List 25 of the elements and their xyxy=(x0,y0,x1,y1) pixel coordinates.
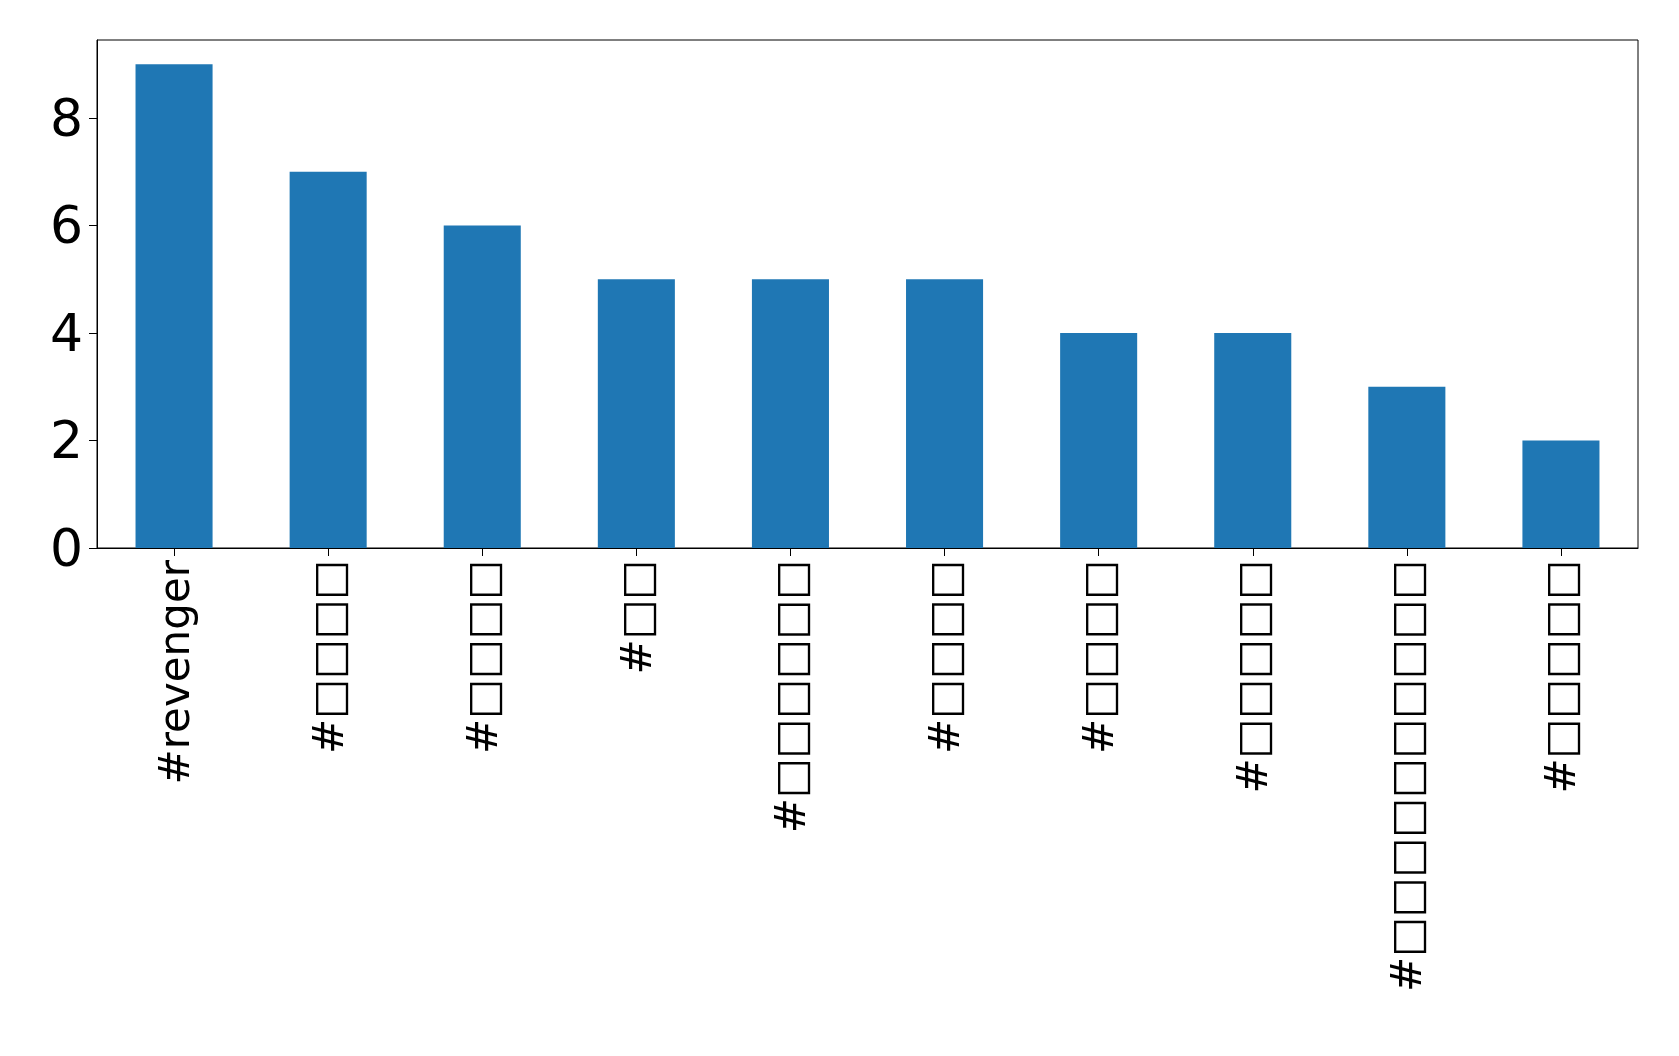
y-tick-label: 4 xyxy=(49,302,83,363)
x-tick-label: #□□□□ xyxy=(920,560,970,754)
bar xyxy=(597,279,675,548)
x-tick-label: #□□□□ xyxy=(1074,560,1124,754)
bar xyxy=(289,171,367,548)
bar xyxy=(751,279,829,548)
x-tick-label: #□□□□ xyxy=(457,560,507,754)
x-tick-label: #revenger xyxy=(149,559,199,785)
y-tick-label: 8 xyxy=(49,87,83,148)
x-tick-label: #□□□□ xyxy=(303,560,353,754)
y-tick-label: 2 xyxy=(49,410,83,471)
bar xyxy=(1522,440,1600,548)
x-tick-label: #□□□□□□□□□□ xyxy=(1382,560,1432,993)
x-tick-label: #□□□□□ xyxy=(1228,560,1278,794)
x-tick-label: #□□□□□ xyxy=(1536,560,1586,794)
x-tick-label: #□□ xyxy=(611,560,661,675)
bar xyxy=(1214,332,1292,548)
x-tick-label: #□□□□□□ xyxy=(765,560,815,834)
bar xyxy=(1368,386,1446,548)
bar xyxy=(135,64,213,548)
bar xyxy=(906,279,984,548)
y-tick-label: 0 xyxy=(49,518,83,578)
y-tick-label: 6 xyxy=(49,195,83,256)
bar xyxy=(1060,332,1138,548)
bar xyxy=(443,225,521,548)
